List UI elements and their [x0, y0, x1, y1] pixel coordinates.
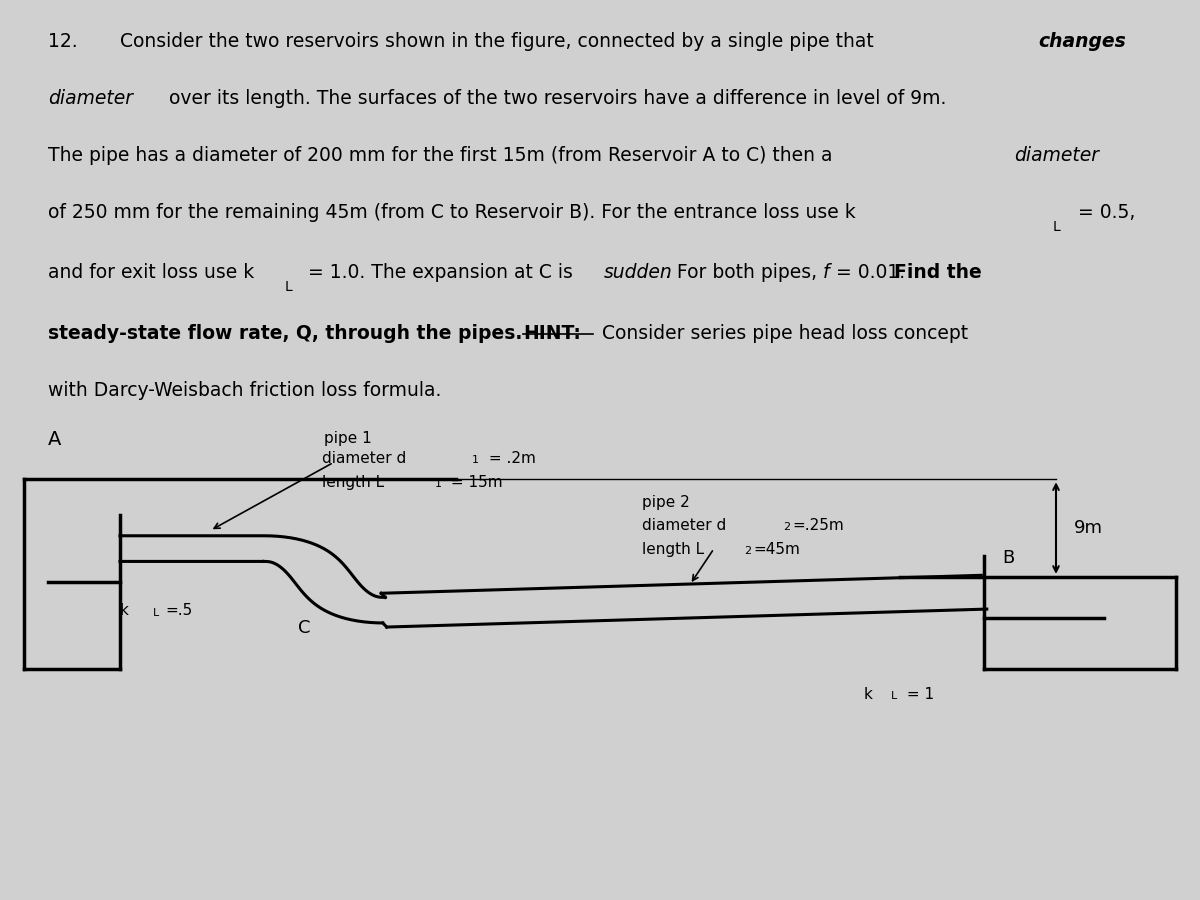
- Text: L: L: [890, 691, 896, 701]
- Text: pipe 2: pipe 2: [642, 495, 690, 509]
- Text: diameter: diameter: [1014, 146, 1099, 165]
- Text: =45m: =45m: [754, 542, 800, 557]
- Text: =.5: =.5: [166, 604, 193, 618]
- Text: = 15m: = 15m: [446, 475, 503, 491]
- Text: Consider the two reservoirs shown in the figure, connected by a single pipe that: Consider the two reservoirs shown in the…: [120, 32, 880, 51]
- Text: length L: length L: [642, 542, 704, 557]
- Text: HINT:: HINT:: [523, 324, 581, 343]
- Text: L: L: [152, 608, 158, 617]
- Text: of 250 mm for the remaining 45m (from C to Reservoir B). For the entrance loss u: of 250 mm for the remaining 45m (from C …: [48, 202, 856, 221]
- Text: = .2m: = .2m: [484, 451, 535, 466]
- Text: L: L: [284, 280, 292, 294]
- Text: sudden: sudden: [604, 263, 672, 283]
- Text: . For both pipes,: . For both pipes,: [665, 263, 823, 283]
- Text: over its length. The surfaces of the two reservoirs have a difference in level o: over its length. The surfaces of the two…: [163, 89, 947, 108]
- Text: with Darcy-Weisbach friction loss formula.: with Darcy-Weisbach friction loss formul…: [48, 381, 442, 400]
- Text: C: C: [298, 619, 310, 637]
- Text: 2: 2: [784, 522, 791, 532]
- Text: 12.: 12.: [48, 32, 78, 51]
- Text: pipe 1: pipe 1: [324, 430, 372, 446]
- Text: diameter d: diameter d: [642, 518, 726, 533]
- Text: steady-state flow rate, Q, through the pipes.: steady-state flow rate, Q, through the p…: [48, 324, 529, 343]
- Text: L: L: [1052, 220, 1060, 233]
- Text: k: k: [120, 604, 128, 618]
- Text: changes: changes: [1038, 32, 1126, 51]
- Text: 1: 1: [434, 480, 442, 490]
- Text: f: f: [823, 263, 830, 283]
- Text: length L: length L: [322, 475, 384, 491]
- Text: diameter d: diameter d: [322, 451, 406, 466]
- Text: = 1.0. The expansion at C is: = 1.0. The expansion at C is: [302, 263, 580, 283]
- Text: = 0.5,: = 0.5,: [1072, 202, 1135, 221]
- Text: Find the: Find the: [894, 263, 982, 283]
- Text: diameter: diameter: [48, 89, 133, 108]
- Text: 1: 1: [472, 454, 479, 464]
- Text: The pipe has a diameter of 200 mm for the first 15m (from Reservoir A to C) then: The pipe has a diameter of 200 mm for th…: [48, 146, 839, 165]
- Text: = 0.01.: = 0.01.: [836, 263, 912, 283]
- Text: k: k: [864, 687, 872, 702]
- Text: Consider series pipe head loss concept: Consider series pipe head loss concept: [596, 324, 968, 343]
- Text: B: B: [1002, 548, 1014, 567]
- Text: =.25m: =.25m: [792, 518, 844, 533]
- Text: 9m: 9m: [1074, 519, 1103, 537]
- Text: = 1: = 1: [902, 687, 935, 702]
- Text: A: A: [48, 429, 61, 448]
- Text: 2: 2: [744, 546, 751, 556]
- Text: and for exit loss use k: and for exit loss use k: [48, 263, 254, 283]
